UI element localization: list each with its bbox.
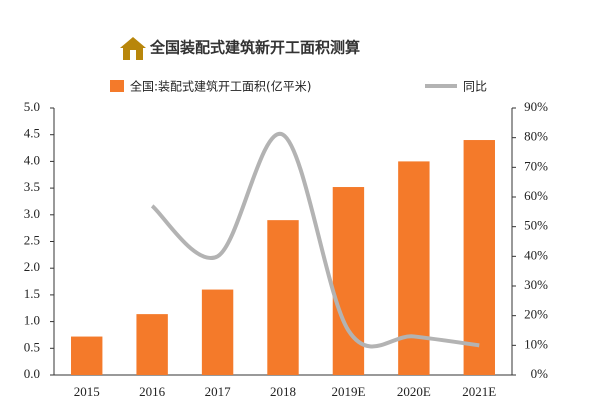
- y2-tick-label: 90%: [524, 99, 548, 114]
- y2-tick-label: 40%: [524, 247, 548, 262]
- house-icon: [120, 37, 146, 60]
- y-tick-label: 2.5: [24, 232, 40, 247]
- y2-tick-label: 20%: [524, 307, 548, 322]
- x-tick-label: 2015: [74, 384, 100, 399]
- y-tick-label: 3.0: [24, 206, 40, 221]
- y2-tick-label: 10%: [524, 336, 548, 351]
- x-tick-label: 2020E: [397, 384, 431, 399]
- chart-title: 全国装配式建筑新开工面积测算: [149, 39, 360, 57]
- bar: [201, 289, 234, 375]
- y2-tick-label: 70%: [524, 158, 548, 173]
- x-tick-label: 2017: [205, 384, 232, 399]
- x-tick-label: 2021E: [462, 384, 496, 399]
- legend-label: 全国:装配式建筑开工面积(亿平米): [130, 79, 311, 94]
- y2-tick-label: 80%: [524, 129, 548, 144]
- y-tick-label: 4.5: [24, 126, 40, 141]
- y2-tick-label: 60%: [524, 188, 548, 203]
- x-tick-label: 2018: [270, 384, 296, 399]
- y-tick-label: 1.0: [24, 313, 40, 328]
- y-tick-label: 2.0: [24, 259, 40, 274]
- bar: [398, 161, 430, 375]
- y-tick-label: 0.0: [24, 366, 40, 381]
- y2-tick-label: 50%: [524, 218, 548, 233]
- y2-tick-label: 30%: [524, 277, 548, 292]
- legend-label: 同比: [463, 80, 487, 94]
- y-tick-label: 1.5: [24, 286, 40, 301]
- bar: [267, 220, 299, 375]
- bar: [71, 336, 103, 375]
- y-tick-label: 5.0: [24, 99, 40, 114]
- x-tick-label: 2016: [139, 384, 166, 399]
- legend-swatch: [110, 80, 124, 92]
- y2-tick-label: 0%: [531, 366, 549, 381]
- x-tick-label: 2019E: [331, 384, 365, 399]
- y-tick-label: 3.5: [24, 179, 40, 194]
- y-tick-label: 0.5: [24, 339, 40, 354]
- line: [150, 132, 480, 349]
- bar: [136, 314, 168, 375]
- y-tick-label: 4.0: [24, 152, 40, 167]
- bar: [332, 187, 365, 375]
- bar: [463, 140, 495, 375]
